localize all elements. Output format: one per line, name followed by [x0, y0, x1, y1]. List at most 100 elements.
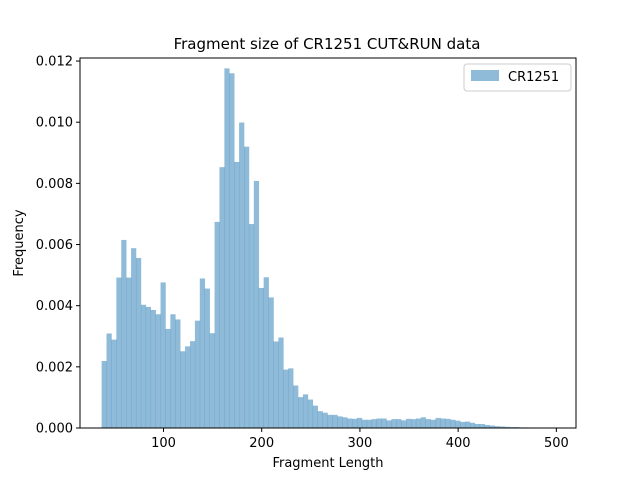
histogram-bar	[239, 122, 245, 429]
histogram-bar	[165, 328, 171, 428]
histogram-bar	[121, 239, 127, 428]
histogram-bar	[361, 419, 368, 428]
histogram-bar	[253, 180, 260, 428]
histogram-bar	[298, 397, 304, 428]
histogram-bar	[229, 73, 235, 428]
histogram-bar	[214, 221, 220, 428]
legend-label-cr1251: CR1251	[508, 70, 559, 85]
histogram-bar	[307, 399, 314, 428]
x-tick-label: 300	[348, 436, 373, 451]
histogram-bar	[342, 417, 348, 428]
histogram-bar	[465, 421, 471, 428]
histogram-bar	[499, 426, 505, 428]
histogram-bar	[322, 412, 328, 428]
histogram-bar	[283, 369, 289, 428]
histogram-bar	[347, 418, 353, 428]
histogram-bar	[278, 337, 284, 428]
histogram-bar	[381, 418, 387, 428]
histogram-bar	[356, 417, 363, 428]
histogram-bar	[288, 368, 294, 428]
histogram-bar	[352, 418, 358, 428]
histogram-bar	[435, 417, 441, 428]
histogram-bar	[160, 282, 166, 428]
histogram-bar	[430, 419, 436, 428]
histogram-bar	[406, 418, 412, 428]
histogram-bar	[219, 167, 225, 429]
x-tick-label: 200	[249, 436, 274, 451]
histogram-bar	[258, 287, 264, 428]
plot-frame	[79, 57, 577, 429]
histogram-bar	[180, 351, 186, 428]
histogram-bar	[155, 314, 161, 428]
histogram-bar	[312, 405, 318, 428]
histogram-bar	[185, 346, 191, 428]
histogram-bar	[327, 414, 333, 428]
histogram-bar	[386, 420, 392, 428]
histogram-bar	[420, 417, 427, 428]
y-tick-label: 0.008	[36, 177, 73, 192]
histogram-bar	[190, 341, 196, 428]
histogram-bar	[479, 424, 485, 428]
histogram-bar	[425, 419, 431, 428]
histogram-bar	[410, 419, 417, 428]
histogram-bar	[302, 394, 309, 428]
histogram-bar	[337, 416, 343, 428]
histogram-bar	[135, 257, 142, 428]
histogram-bar	[504, 426, 510, 428]
histogram-bar	[474, 424, 481, 428]
histogram-bar	[126, 277, 132, 428]
histogram-bar	[371, 419, 377, 428]
x-tick-label: 500	[544, 436, 569, 451]
histogram-bar	[415, 418, 422, 428]
histogram-bar	[273, 341, 279, 428]
histogram-bar	[224, 68, 230, 429]
histogram-bar	[140, 304, 147, 428]
histogram-bar	[450, 419, 456, 428]
y-tick-label: 0.006	[36, 238, 73, 253]
histogram-bar	[101, 361, 107, 428]
histogram-bar	[106, 333, 112, 428]
histogram-bar	[396, 419, 402, 428]
histogram-bar	[460, 421, 466, 428]
histogram-bar	[376, 418, 382, 428]
y-tick-label: 0.012	[36, 55, 73, 70]
histogram-bar	[268, 297, 274, 428]
legend-swatch-cr1251	[471, 70, 499, 81]
histogram-bar	[366, 419, 373, 428]
histogram-bar	[489, 425, 495, 428]
y-tick-label: 0.000	[36, 422, 73, 437]
y-axis-ticks: 0.000 0.002 0.004 0.006 0.008 0.010 0.012	[36, 55, 80, 437]
y-axis-label: Frequency	[12, 209, 27, 276]
histogram-bar	[484, 424, 490, 428]
histogram-bar	[440, 418, 446, 428]
histogram-bar	[317, 411, 323, 428]
histogram-bar	[111, 339, 117, 428]
histogram-bar	[194, 320, 201, 428]
histogram-bar	[455, 420, 461, 428]
y-tick-label: 0.004	[36, 299, 73, 314]
histogram-bar	[332, 414, 338, 428]
histogram-bar	[263, 277, 269, 428]
x-tick-label: 100	[151, 436, 176, 451]
histogram-bar	[391, 419, 397, 428]
y-tick-label: 0.010	[36, 116, 73, 131]
histogram-bar	[131, 248, 137, 428]
histogram-bar	[175, 319, 181, 428]
histogram-bar	[234, 161, 240, 428]
histogram-bar	[244, 146, 250, 428]
histogram-bar	[150, 309, 156, 428]
histogram-bar	[170, 314, 176, 428]
histogram-bar	[116, 277, 122, 428]
histogram-bars	[101, 68, 559, 429]
histogram-bar	[494, 426, 500, 428]
x-tick-label: 400	[446, 436, 471, 451]
x-axis-ticks: 100 200 300 400 500	[151, 428, 569, 451]
x-axis-label: Fragment Length	[272, 456, 383, 471]
histogram-bar	[145, 306, 152, 428]
y-tick-label: 0.002	[36, 360, 73, 375]
chart-title: Fragment size of CR1251 CUT&RUN data	[174, 35, 481, 53]
histogram-bar	[248, 224, 255, 428]
histogram-bar	[469, 422, 476, 428]
